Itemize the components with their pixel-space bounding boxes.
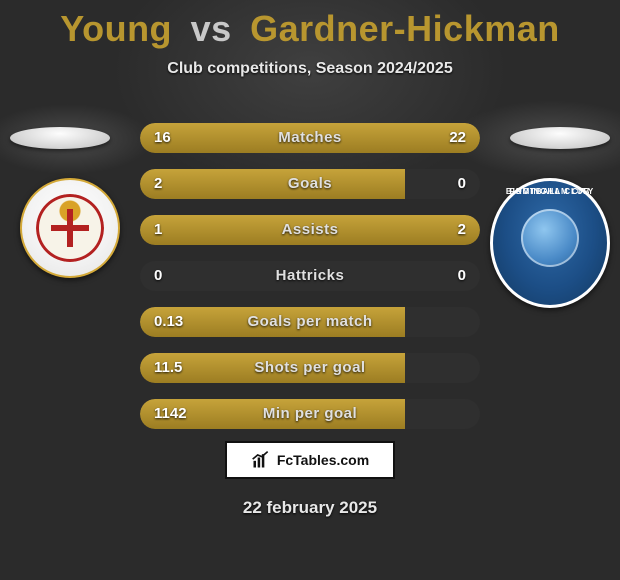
club-crest-left — [20, 178, 120, 278]
stat-label: Min per goal — [140, 399, 480, 429]
brand-text: FcTables.com — [277, 452, 369, 468]
stats-bars: Matches1622Goals20Assists12Hattricks00Go… — [140, 123, 480, 445]
player2-plinth — [510, 127, 610, 149]
stat-value-right: 22 — [449, 123, 466, 153]
subtitle: Club competitions, Season 2024/2025 — [0, 60, 620, 78]
footer-date: 22 february 2025 — [0, 498, 620, 518]
stat-value-left: 1 — [154, 215, 162, 245]
stat-label: Goals — [140, 169, 480, 199]
page-title: Young vs Gardner-Hickman — [0, 0, 620, 50]
stat-label: Assists — [140, 215, 480, 245]
comparison-card: Young vs Gardner-Hickman Club competitio… — [0, 0, 620, 580]
stat-value-right: 2 — [458, 215, 466, 245]
stat-value-left: 11.5 — [154, 353, 182, 383]
stat-label: Matches — [140, 123, 480, 153]
stat-row: Goals2 0 — [140, 169, 480, 199]
player2-name: Gardner-Hickman — [250, 8, 560, 49]
brand-badge: FcTables.com — [225, 441, 395, 479]
stat-row: Shots per goal11.5 — [140, 353, 480, 383]
stat-value-right: 0 — [458, 261, 466, 291]
stat-label: Goals per match — [140, 307, 480, 337]
stat-value-left: 1142 — [154, 399, 187, 429]
club-crest-right: BIRMINGHAM CITY FOOTBALL CLUB — [490, 178, 610, 308]
stat-value-left: 0 — [154, 261, 162, 291]
stat-row: Assists1 2 — [140, 215, 480, 245]
stat-label: Shots per goal — [140, 353, 480, 383]
stat-value-left: 16 — [154, 123, 171, 153]
chart-icon — [251, 450, 271, 470]
stat-row: Goals per match0.13 — [140, 307, 480, 337]
stat-label: Hattricks — [140, 261, 480, 291]
stat-row: Min per goal1142 — [140, 399, 480, 429]
stat-value-left: 2 — [154, 169, 162, 199]
stat-value-left: 0.13 — [154, 307, 183, 337]
vs-text: vs — [191, 8, 232, 49]
player1-plinth — [10, 127, 110, 149]
stat-row: Hattricks0 0 — [140, 261, 480, 291]
club-crest-right-bottom: FOOTBALL CLUB — [493, 187, 607, 299]
stat-value-right: 0 — [458, 169, 466, 199]
stat-row: Matches16 22 — [140, 123, 480, 153]
player1-name: Young — [60, 8, 172, 49]
